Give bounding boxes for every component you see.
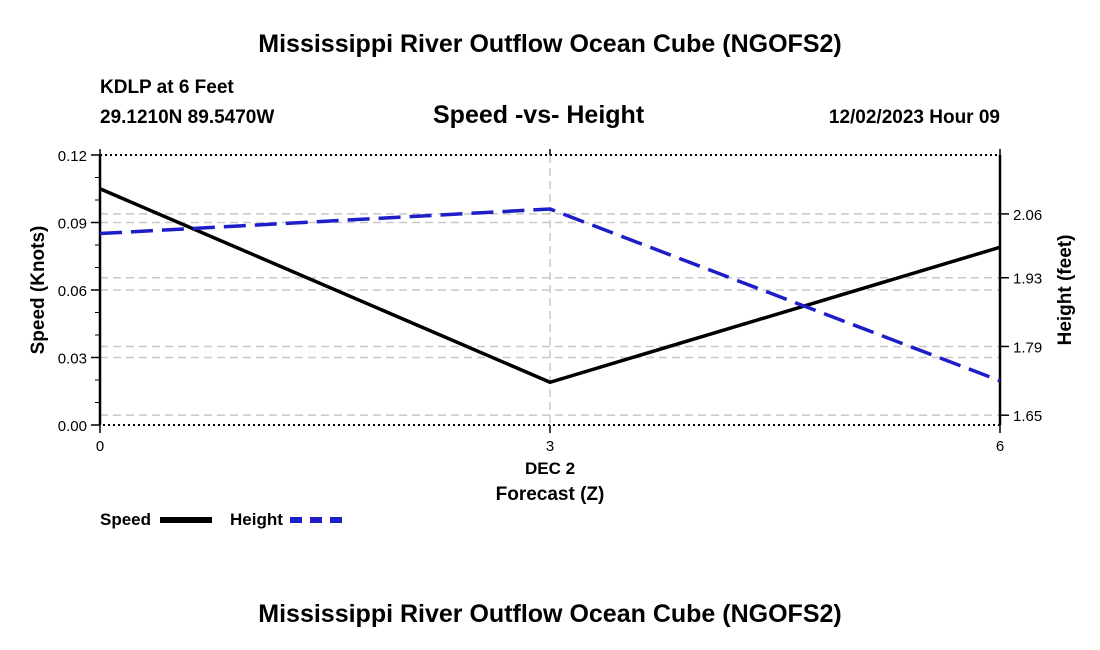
page-footer-title: Mississippi River Outflow Ocean Cube (NG… (258, 600, 842, 628)
y2-tick-label: 2.06 (1013, 207, 1042, 224)
y2-tick-label: 1.65 (1013, 408, 1042, 425)
series-line-speed (99, 187, 1001, 385)
y2-axis-title: Height (feet) (1055, 235, 1076, 346)
y-tick-label: 0.12 (58, 148, 87, 165)
chart-subtitle: Speed -vs- Height (433, 101, 645, 129)
page-title: Mississippi River Outflow Ocean Cube (NG… (258, 30, 842, 58)
y-tick-label: 0.06 (58, 283, 87, 300)
series (99, 187, 1001, 385)
legend-speed-swatch (160, 517, 212, 523)
y-tick-label: 0.03 (58, 351, 87, 368)
x-tick-label: 6 (996, 438, 1004, 455)
y-axis-title: Speed (Knots) (28, 226, 49, 355)
station-label: KDLP at 6 Feet (100, 77, 234, 98)
y-tick-label: 0.09 (58, 216, 87, 233)
forecast-datetime: 12/02/2023 Hour 09 (828, 107, 1000, 128)
station-coordinates: 29.1210N 89.5470W (100, 107, 275, 128)
x-axis-title: Forecast (Z) (496, 484, 605, 505)
series-line-height (99, 207, 1001, 383)
x-tick-label: 3 (546, 438, 554, 455)
y2-tick-label: 1.79 (1013, 339, 1042, 356)
legend-height-swatch (290, 517, 342, 523)
y-tick-label: 0.00 (58, 418, 87, 435)
axis-labels: DEC 2 Forecast (Z) Speed (Knots) Height … (28, 226, 1076, 505)
x-axis-date-label: DEC 2 (525, 459, 575, 478)
legend-height-label: Height (230, 510, 283, 529)
x-tick-label: 0 (96, 438, 104, 455)
legend-speed-label: Speed (100, 510, 152, 529)
grid (100, 155, 1000, 425)
y2-tick-label: 1.93 (1013, 271, 1042, 288)
